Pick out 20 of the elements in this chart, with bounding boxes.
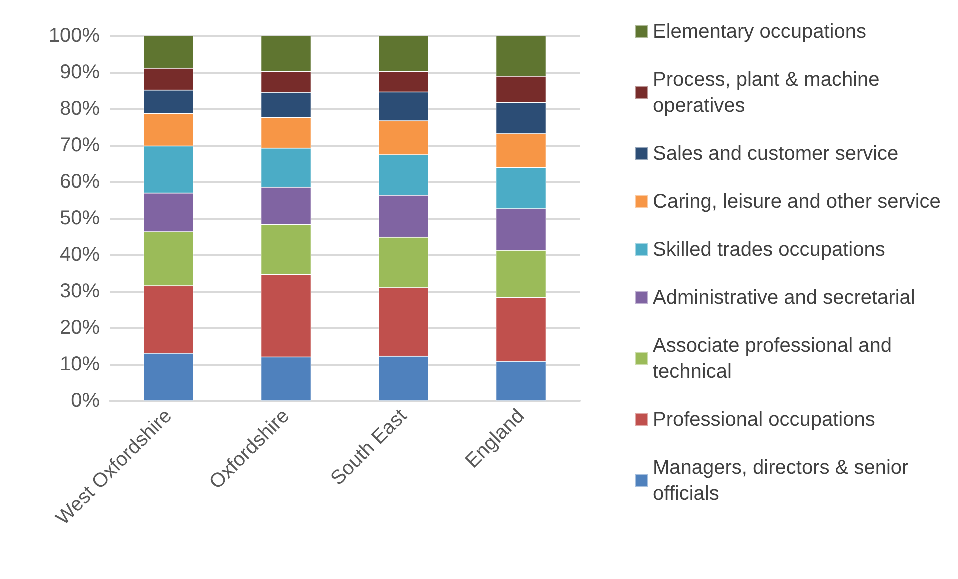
legend-label: Caring, leisure and other service [653, 191, 941, 213]
y-tick-label: 30% [60, 280, 100, 302]
legend-label: Professional occupations [653, 409, 876, 431]
y-tick-label: 60% [60, 171, 100, 193]
y-tick-label: 50% [60, 208, 100, 230]
legend-label: Sales and customer service [653, 143, 899, 165]
y-tick-label: 70% [60, 134, 100, 156]
y-tick-label: 0% [71, 390, 100, 412]
y-tick-label: 90% [60, 62, 100, 84]
y-tick-label: 10% [60, 354, 100, 376]
legend-label: Skilled trades occupations [653, 239, 886, 261]
legend-label: Managers, directors & senior officials [653, 457, 914, 505]
y-tick-label: 20% [60, 317, 100, 339]
legend-label: Elementary occupations [653, 21, 866, 43]
legend-label: Administrative and secretarial [653, 287, 916, 309]
y-tick-label: 80% [60, 98, 100, 120]
legend-label: Process, plant & machine operatives [653, 69, 886, 117]
y-tick-label: 100% [48, 25, 100, 47]
y-tick-label: 40% [60, 244, 100, 266]
legend-label: Associate professional and technical [653, 335, 898, 383]
